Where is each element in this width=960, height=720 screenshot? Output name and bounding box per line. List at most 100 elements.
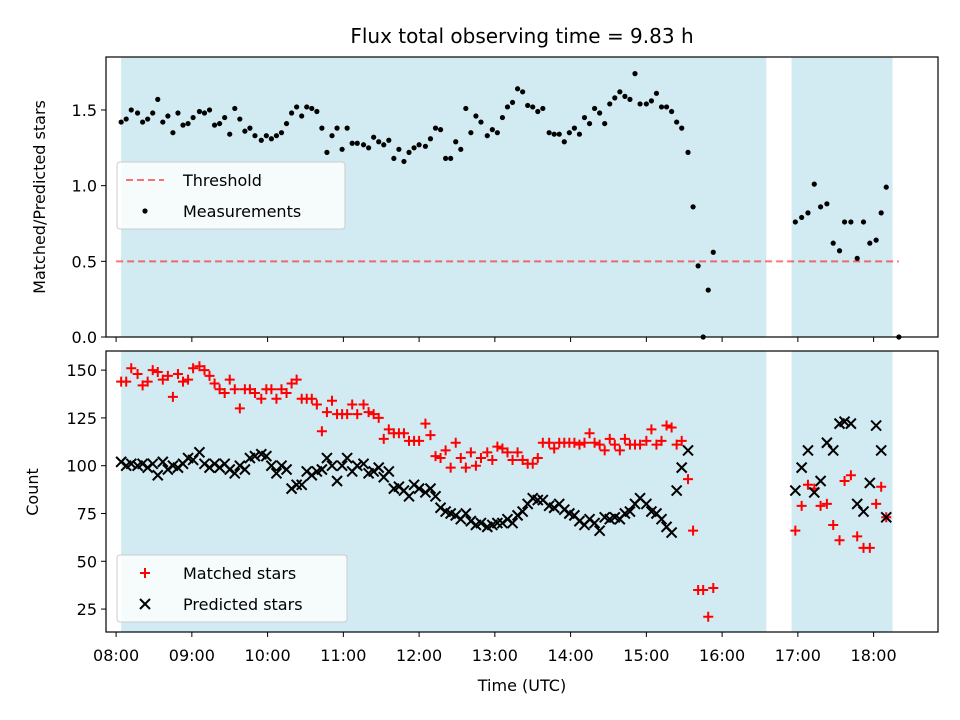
measurement-point — [499, 114, 506, 121]
matched-star-point — [183, 374, 194, 385]
measurement-point — [602, 120, 608, 127]
matched-star-point — [871, 498, 882, 509]
predicted-star-point — [838, 416, 851, 428]
measurement-point — [288, 110, 295, 116]
measurement-point — [690, 204, 696, 210]
matched-star-point — [497, 443, 508, 454]
measurement-point — [546, 130, 552, 136]
measurement-point — [540, 105, 546, 112]
matched-star-point — [604, 433, 615, 444]
matched-star-point — [661, 420, 672, 431]
measurement-point — [211, 122, 218, 128]
matched-star-point — [646, 424, 657, 435]
matched-star-point — [802, 479, 813, 490]
predicted-star-point — [516, 505, 529, 518]
matched-star-point — [256, 393, 267, 404]
measurement-point — [217, 120, 223, 127]
matched-star-point — [147, 365, 158, 376]
matched-star-point — [420, 418, 431, 429]
measurement-point — [561, 139, 567, 145]
measurement-point — [391, 155, 397, 162]
measurement-point — [396, 146, 402, 152]
matched-star-point — [157, 374, 168, 385]
measurement-point — [556, 131, 562, 137]
predicted-star-point — [870, 419, 882, 432]
matched-star-point — [224, 374, 235, 385]
y-tick-label: 50 — [77, 552, 97, 571]
measurement-point — [581, 114, 588, 121]
y-tick-label: 0.0 — [72, 328, 97, 347]
measurement-point — [283, 120, 290, 127]
measurement-point — [180, 122, 186, 128]
matched-star-point — [276, 384, 287, 395]
predicted-star-point — [383, 465, 395, 478]
predicted-star-point — [193, 446, 206, 459]
predicted-star-point — [593, 524, 606, 537]
plot-frame — [105, 56, 939, 338]
measurement-point — [329, 133, 335, 139]
predicted-star-point — [260, 450, 273, 462]
measurement-point — [401, 158, 407, 165]
predicted-star-point — [290, 479, 303, 491]
matched-star-point — [796, 500, 807, 511]
matched-star-point — [352, 409, 363, 420]
measurement-point — [669, 108, 675, 115]
matched-star-point — [440, 445, 451, 456]
measurement-point — [627, 96, 633, 102]
matched-star-point — [651, 439, 662, 450]
x-tick-label: 08:00 — [93, 646, 139, 665]
matched-star-point — [507, 454, 518, 465]
y-tick-label: 100 — [66, 457, 97, 476]
measurement-point — [811, 181, 817, 187]
measurement-point — [792, 219, 798, 225]
measurement-point — [411, 145, 417, 151]
matched-star-point — [688, 525, 699, 536]
predicted-star-point — [640, 498, 653, 510]
matched-star-point — [209, 378, 220, 389]
measurement-point — [232, 105, 238, 112]
matched-star-point — [465, 447, 476, 458]
measurement-point — [805, 210, 811, 216]
count-y-axis-label: Count — [23, 468, 42, 516]
measurement-point — [443, 155, 449, 162]
matched-star-point — [414, 435, 425, 446]
matched-star-point — [821, 498, 832, 509]
matched-star-point — [435, 453, 446, 464]
measurement-point — [437, 127, 444, 133]
measurement-point — [637, 101, 643, 107]
measurement-point — [227, 131, 233, 137]
matched-star-point — [194, 361, 205, 372]
matched-star-point — [839, 475, 850, 486]
predicted-star-point — [265, 459, 278, 472]
matched-star-point — [383, 424, 394, 435]
measurement-point — [268, 136, 274, 142]
matched-star-point — [342, 409, 353, 420]
matched-star-point — [834, 535, 845, 546]
predicted-star-point — [655, 513, 668, 525]
measurement-point — [128, 107, 134, 113]
predicted-star-point — [491, 517, 504, 529]
matched-star-point — [864, 542, 875, 553]
predicted-star-point — [295, 479, 308, 491]
measurement-point — [258, 137, 264, 143]
measurement-point — [185, 120, 191, 127]
predicted-star-point — [326, 459, 338, 472]
measurement-point — [427, 136, 434, 142]
measurement-point — [294, 104, 300, 110]
measurement-point — [432, 125, 439, 131]
predicted-star-point — [125, 458, 137, 470]
predicted-star-point — [475, 517, 487, 529]
predicted-star-point — [795, 461, 808, 474]
x-tick-label: 17:00 — [775, 646, 821, 665]
matched-star-point — [368, 409, 379, 420]
matched-star-point — [512, 447, 523, 458]
matched-star-point — [676, 435, 687, 446]
predicted-star-point — [827, 444, 839, 457]
legend-label: Predicted stars — [183, 595, 303, 614]
measurement-point — [145, 116, 151, 122]
x-tick-label: 11:00 — [320, 646, 366, 665]
matched-star-point — [609, 439, 620, 450]
count-panel: 25 50 75 100 125 150 08:00 09:00 10:00 11:00 12:00… — [66, 350, 939, 665]
measurement-point — [123, 116, 129, 122]
measurement-point — [617, 89, 623, 95]
